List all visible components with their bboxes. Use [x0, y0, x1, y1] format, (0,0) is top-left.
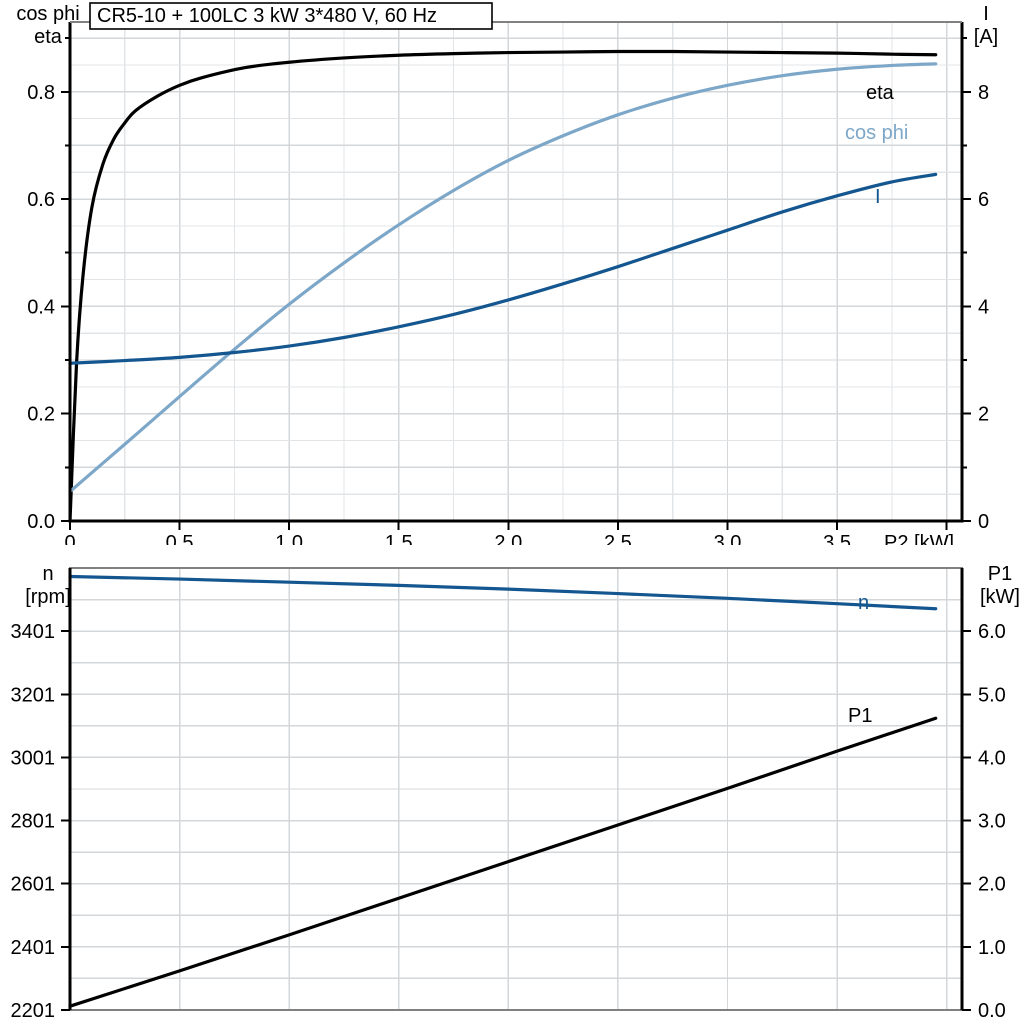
- axis-tick-label-left: 2201: [11, 1000, 56, 1022]
- axis-title-left-line1: cos phi: [16, 3, 79, 25]
- axis-tick-label-right: 0: [978, 511, 989, 533]
- top-chart: 0.0 0.2 0.4 0.6 0.8 0 2 4 6 8 0 0.5 1.0 1.5 2.0 2.5 3.0 3…: [16, 2, 998, 545]
- axis-title-left-line2: [rpm]: [25, 586, 71, 608]
- axis-tick-label-left: 2401: [11, 937, 56, 959]
- chart-title: CR5-10 + 100LC 3 kW 3*480 V, 60 Hz: [97, 5, 437, 27]
- axis-tick-label-right: 6.0: [978, 621, 1006, 643]
- axis-title-x: P2 [kW]: [884, 532, 954, 545]
- axis-tick-label-right: 1.0: [978, 937, 1006, 959]
- axis-tick-label-bottom: 1.0: [275, 532, 303, 545]
- axis-tick-label-right: 4.0: [978, 747, 1006, 769]
- axis-tick-label-left: 0.0: [27, 511, 55, 533]
- axis-tick-label-right: 8: [978, 82, 989, 104]
- plot-frame: [68, 22, 964, 523]
- axis-tick-label-left: 2601: [11, 874, 56, 896]
- curve-label-speed: n: [858, 592, 869, 614]
- axis-tick-label-bottom: 2.0: [494, 532, 522, 545]
- axis-tick-label-bottom: 2.5: [604, 532, 632, 545]
- bottom-chart: 2201 2401 2601 2801 3001 3201 3401 0.0 1.0 2.0 3.0…: [11, 563, 1021, 1022]
- axis-title-right-line1: I: [983, 3, 989, 25]
- title-box: [89, 2, 493, 30]
- axis-tick-label-left: 0.8: [27, 82, 55, 104]
- axis-tick-label-right: 2: [978, 404, 989, 426]
- axis-tick-label-bottom: 0: [64, 532, 75, 545]
- axis-tick-label-left: 2801: [11, 811, 56, 833]
- curve-n: [68, 574, 938, 611]
- axis-tick-label-left: 3401: [11, 621, 56, 643]
- axis-title-right-line2: [kW]: [980, 586, 1020, 608]
- axis-tick-label-bottom: 3.0: [714, 532, 742, 545]
- axis-tick-label-left: 0.2: [27, 404, 55, 426]
- axis-tick-label-bottom: 1.5: [385, 532, 413, 545]
- axis-tick-label-left: 0.6: [27, 189, 55, 211]
- axis-tick-label-bottom: 0.5: [166, 532, 194, 545]
- axis-tick-label-left: 3001: [11, 747, 56, 769]
- curve-label-eta: eta: [866, 82, 895, 104]
- axis-tick-label-left: 0.4: [27, 296, 55, 318]
- axis-tick-label-right: 5.0: [978, 684, 1006, 706]
- curve-label-current: I: [875, 186, 881, 208]
- curve-I: [68, 172, 938, 365]
- axis-tick-label-right: 0.0: [978, 1000, 1006, 1022]
- curve-cos-phi: [68, 62, 938, 494]
- axis-tick-label-bottom: 3.5: [823, 532, 851, 545]
- axis-title-left-line1: n: [42, 563, 53, 585]
- axis-tick-label-right: 3.0: [978, 811, 1006, 833]
- curve-label-power: P1: [848, 705, 872, 727]
- curve-P1: [68, 716, 938, 1008]
- curve-eta: [68, 49, 938, 523]
- curve-label-cos-phi: cos phi: [845, 122, 908, 144]
- axis-tick-label-right: 2.0: [978, 874, 1006, 896]
- axis-tick-label-right: 4: [978, 296, 989, 318]
- axis-tick-label-right: 6: [978, 189, 989, 211]
- axis-title-right-line2: [A]: [974, 26, 998, 48]
- axis-tick-label-left: 3201: [11, 684, 56, 706]
- axis-title-right-line1: P1: [988, 563, 1012, 585]
- axis-title-left-line2: eta: [34, 26, 63, 48]
